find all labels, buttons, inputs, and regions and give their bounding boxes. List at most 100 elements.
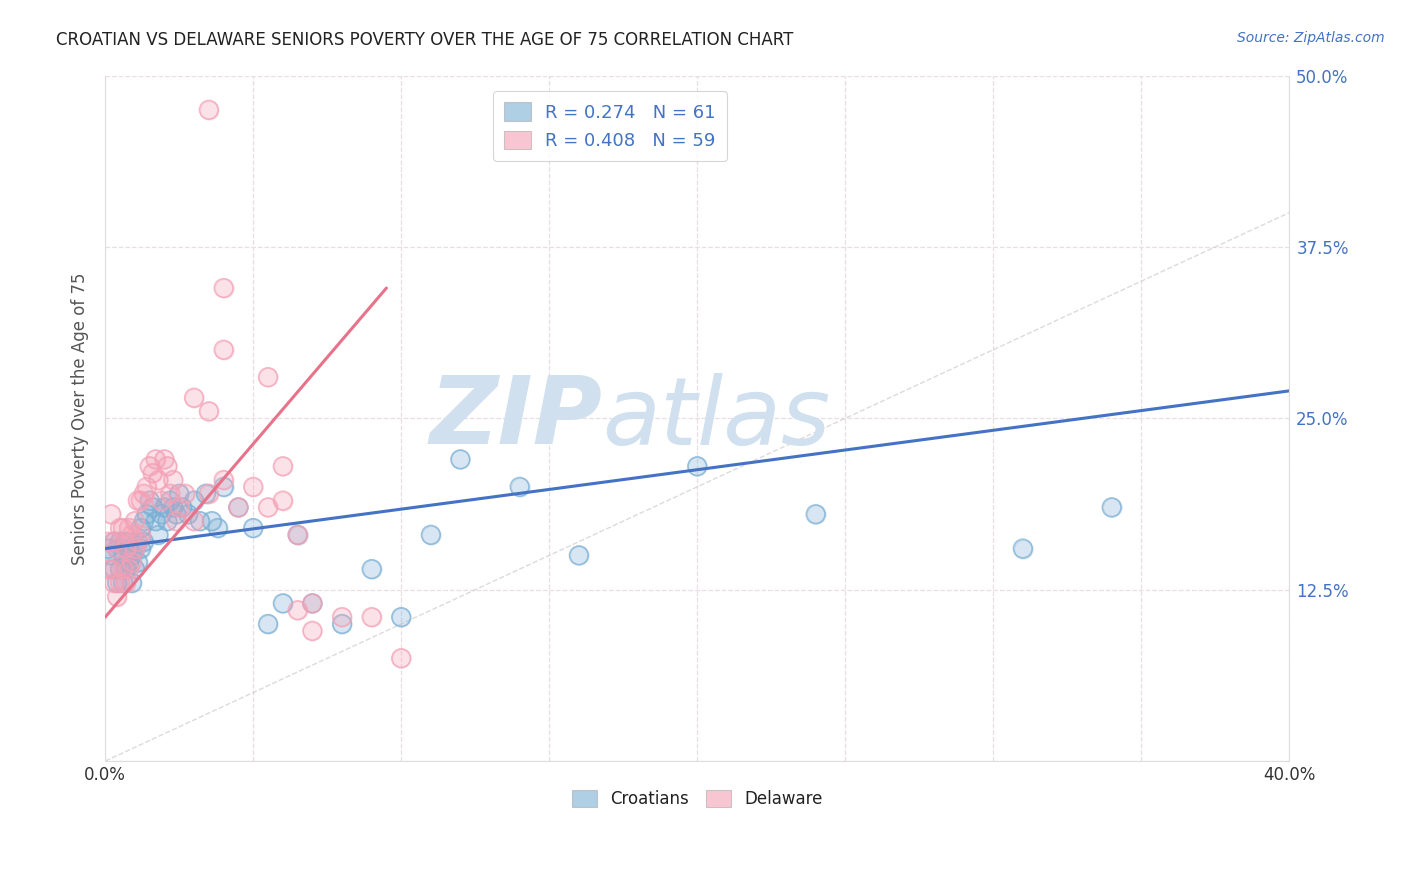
Point <box>118 541 141 556</box>
Point <box>287 528 309 542</box>
Point <box>174 486 197 500</box>
Point <box>100 508 122 522</box>
Point <box>287 603 309 617</box>
Point <box>183 391 205 405</box>
Point <box>138 459 160 474</box>
Point <box>156 514 179 528</box>
Point <box>257 370 280 384</box>
Point <box>257 500 280 515</box>
Point <box>108 562 131 576</box>
Point <box>201 514 224 528</box>
Point <box>449 452 471 467</box>
Point <box>105 575 128 590</box>
Point <box>1011 541 1033 556</box>
Point <box>121 575 143 590</box>
Text: ZIP: ZIP <box>430 372 603 465</box>
Point <box>100 562 122 576</box>
Point <box>242 480 264 494</box>
Point <box>121 528 143 542</box>
Point <box>138 459 160 474</box>
Point <box>124 541 146 556</box>
Point <box>115 541 138 556</box>
Point <box>159 493 181 508</box>
Point <box>138 493 160 508</box>
Point <box>301 624 323 638</box>
Point <box>360 562 382 576</box>
Point <box>127 493 149 508</box>
Point <box>271 459 294 474</box>
Point <box>100 549 122 563</box>
Point <box>108 562 131 576</box>
Point <box>132 486 155 500</box>
Point <box>150 493 173 508</box>
Point <box>287 528 309 542</box>
Point <box>115 541 138 556</box>
Point <box>212 480 235 494</box>
Point <box>121 555 143 569</box>
Point <box>1011 541 1033 556</box>
Point <box>118 562 141 576</box>
Point <box>105 541 128 556</box>
Point <box>108 575 131 590</box>
Point <box>105 575 128 590</box>
Point <box>132 514 155 528</box>
Point <box>108 534 131 549</box>
Point <box>148 473 170 487</box>
Point <box>153 452 176 467</box>
Point <box>1101 500 1123 515</box>
Point <box>111 562 134 576</box>
Point <box>165 514 187 528</box>
Point <box>198 486 221 500</box>
Point <box>198 103 221 117</box>
Point <box>118 562 141 576</box>
Point <box>129 521 152 535</box>
Point <box>183 514 205 528</box>
Point <box>115 562 138 576</box>
Point <box>97 534 120 549</box>
Point <box>127 534 149 549</box>
Point <box>389 610 412 624</box>
Point <box>129 521 152 535</box>
Point <box>207 521 229 535</box>
Point <box>135 508 157 522</box>
Point <box>167 486 190 500</box>
Point <box>105 590 128 604</box>
Point <box>124 562 146 576</box>
Point <box>257 617 280 632</box>
Point <box>148 528 170 542</box>
Point <box>108 575 131 590</box>
Point <box>156 514 179 528</box>
Point <box>271 596 294 610</box>
Point <box>301 596 323 610</box>
Point <box>198 103 221 117</box>
Point <box>212 343 235 357</box>
Point <box>156 459 179 474</box>
Point <box>129 541 152 556</box>
Point <box>153 500 176 515</box>
Point <box>257 370 280 384</box>
Point <box>148 473 170 487</box>
Point <box>145 452 167 467</box>
Point <box>183 493 205 508</box>
Point <box>287 528 309 542</box>
Point <box>153 452 176 467</box>
Point <box>301 624 323 638</box>
Point <box>124 514 146 528</box>
Point <box>129 541 152 556</box>
Point <box>132 534 155 549</box>
Point <box>111 562 134 576</box>
Point <box>167 500 190 515</box>
Point <box>212 281 235 295</box>
Point <box>115 575 138 590</box>
Point <box>103 534 125 549</box>
Point <box>132 514 155 528</box>
Point <box>167 486 190 500</box>
Point <box>257 617 280 632</box>
Point <box>150 493 173 508</box>
Point <box>165 508 187 522</box>
Point <box>105 590 128 604</box>
Point <box>118 555 141 569</box>
Legend: Croatians, Delaware: Croatians, Delaware <box>565 783 830 814</box>
Point <box>124 541 146 556</box>
Point <box>389 651 412 665</box>
